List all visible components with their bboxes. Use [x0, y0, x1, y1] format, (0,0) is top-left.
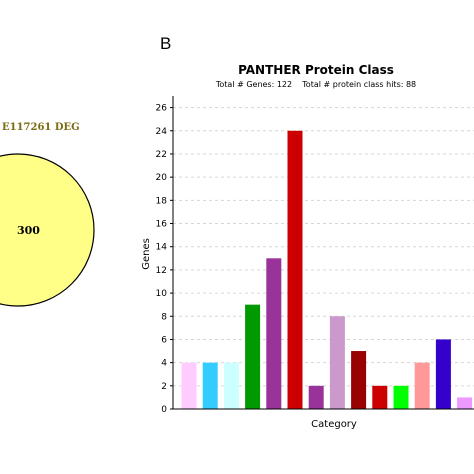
venn-set-label: E117261 DEG — [2, 122, 80, 133]
bar — [245, 304, 261, 409]
y-tick-label: 2 — [161, 382, 167, 392]
bar — [223, 362, 239, 409]
x-axis-label: Category — [311, 419, 357, 430]
y-tick-label: 6 — [161, 335, 167, 345]
bar — [329, 316, 345, 409]
panel-letter: B — [160, 34, 171, 53]
venn-circle — [0, 153, 95, 307]
bar — [308, 385, 324, 409]
y-tick-label: 26 — [156, 104, 168, 114]
bar — [435, 339, 451, 409]
bar — [393, 385, 409, 409]
y-tick-label: 20 — [156, 173, 168, 183]
y-tick-label: 16 — [156, 220, 168, 230]
y-tick-label: 4 — [161, 359, 167, 369]
venn-panel: E117261 DEG 300 — [0, 122, 95, 307]
y-tick-label: 12 — [156, 266, 167, 276]
chart-title: PANTHER Protein Class — [238, 63, 394, 77]
y-tick-label: 24 — [156, 127, 168, 137]
bar — [266, 258, 282, 409]
y-tick-label: 10 — [156, 289, 168, 299]
chart-subtitle: Total # Genes: 122 Total # protein class… — [215, 80, 416, 89]
y-tick-label: 8 — [161, 312, 167, 322]
y-tick-label: 14 — [156, 243, 168, 253]
bar — [414, 362, 430, 409]
bar — [202, 362, 218, 409]
bar — [457, 397, 473, 409]
grid-layer — [173, 107, 474, 387]
bar — [351, 351, 367, 409]
y-tick-label: 18 — [156, 196, 168, 206]
y-axis-label: Genes — [141, 238, 152, 270]
bar — [287, 130, 303, 409]
bar — [181, 362, 197, 409]
bar — [372, 385, 388, 409]
venn-count: 300 — [17, 224, 40, 237]
y-tick-label: 0 — [161, 405, 167, 415]
bar-layer — [181, 130, 473, 409]
y-tick-label: 22 — [156, 150, 167, 160]
